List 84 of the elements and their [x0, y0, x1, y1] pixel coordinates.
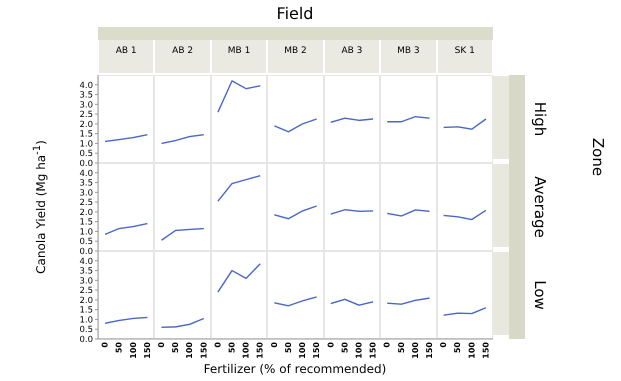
text: MB 2 — [283, 46, 308, 56]
text: SK 1 — [454, 46, 476, 56]
line-series — [217, 80, 261, 113]
y-tick-label: 0.5 — [79, 149, 93, 160]
x-tick-label: 50 — [453, 342, 462, 354]
line-series — [386, 209, 430, 217]
y-tick-label: 4.0 — [79, 256, 93, 267]
y-tick-label: 2.0 — [79, 208, 93, 218]
x-tick-label: 150 — [142, 342, 152, 359]
y-tick-label: 0.0 — [79, 159, 93, 170]
x-tick-label: 100 — [128, 342, 138, 359]
line-series — [442, 210, 487, 220]
text: Field — [276, 4, 314, 23]
y-tick-label: 3.0 — [79, 276, 93, 286]
line-series — [160, 318, 205, 328]
line-series — [104, 134, 148, 142]
line-series — [274, 118, 318, 132]
y-tick-label: 3.0 — [79, 188, 93, 198]
x-tick-label: 50 — [171, 342, 180, 354]
x-tick-label: 150 — [312, 342, 322, 359]
text: MB 3 — [396, 46, 421, 56]
y-tick-label: 2.5 — [79, 110, 93, 120]
y-tick-label: 1.0 — [79, 139, 93, 150]
x-tick-label: 50 — [284, 342, 293, 354]
x-tick-label: 50 — [228, 342, 237, 354]
x-tick-label: 100 — [242, 342, 251, 359]
x-tick-label: 100 — [410, 342, 420, 359]
y-tick-label: 1.5 — [79, 130, 93, 140]
text: AB 2 — [171, 46, 194, 56]
line-series — [442, 307, 487, 316]
y2-axis-title: Low — [531, 280, 549, 310]
text: Fertilizer (% of recommended) — [202, 362, 388, 376]
y-tick-label: 3.5 — [79, 178, 93, 189]
y-tick-label: 1.5 — [79, 218, 93, 228]
x-tick-label: 150 — [256, 342, 265, 359]
x-tick-label: 150 — [425, 342, 434, 359]
line-series — [217, 263, 261, 293]
x-tick-label: 0 — [382, 342, 392, 348]
y2-axis-title: Average — [531, 176, 549, 238]
line-series — [104, 222, 148, 236]
line-series — [274, 296, 318, 306]
y-tick-label: 3.0 — [79, 100, 93, 110]
x-tick-label: 0 — [213, 342, 222, 348]
y-tick-label: 1.5 — [79, 306, 93, 316]
y-tick-label: 1.0 — [79, 315, 93, 326]
y-tick-label: 0.0 — [79, 247, 93, 258]
y2-axis-title: High — [531, 102, 549, 136]
x-tick-label: 0 — [326, 342, 336, 348]
x-tick-label: 150 — [368, 342, 378, 359]
line-series — [442, 118, 487, 130]
x-tick-label: 100 — [467, 342, 476, 359]
x-tick-label: 50 — [340, 342, 350, 354]
y-tick-label: 0.5 — [79, 325, 93, 336]
line-series — [274, 205, 318, 220]
y-tick-label: 0.5 — [79, 237, 93, 248]
line-series — [160, 228, 205, 241]
line-series — [160, 134, 205, 144]
y-tick-label: 4.0 — [79, 168, 93, 179]
text: MB 1 — [226, 46, 252, 56]
x-tick-label: 100 — [185, 342, 194, 359]
x-tick-label: 0 — [156, 342, 166, 348]
y-tick-label: 2.5 — [79, 286, 93, 296]
x-tick-label: 150 — [481, 342, 490, 359]
line-series — [217, 175, 261, 202]
text: AB 1 — [114, 46, 138, 56]
x-tick-label: 100 — [298, 342, 308, 359]
x-tick-label: 50 — [396, 342, 406, 354]
y-tick-label: 2.0 — [79, 120, 93, 130]
y-tick-label: 3.5 — [79, 90, 93, 101]
x-tick-label: 0 — [439, 342, 448, 348]
y-tick-label: 2.0 — [79, 296, 93, 306]
line-series — [386, 297, 430, 305]
y-tick-label: 0.0 — [79, 335, 93, 346]
y-tick-label: 2.5 — [79, 198, 93, 208]
x-tick-label: 50 — [114, 342, 124, 354]
y-tick-label: 1.0 — [79, 227, 93, 238]
y-tick-label: 3.5 — [79, 266, 93, 277]
x-tick-label: 0 — [100, 342, 110, 348]
x-tick-label: 100 — [354, 342, 364, 359]
x-tick-label: 0 — [270, 342, 279, 348]
x-tick-label: 150 — [199, 342, 208, 359]
y-tick-label: 4.0 — [79, 80, 93, 91]
text: Zone — [589, 138, 607, 176]
text: AB 3 — [340, 46, 364, 56]
